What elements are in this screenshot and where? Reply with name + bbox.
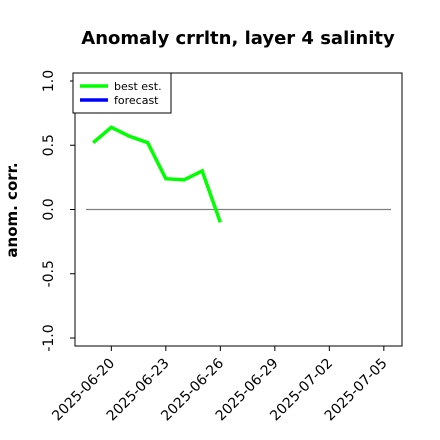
y-tick-label: 0.0	[41, 198, 57, 220]
plot-area: 1.00.50.0-0.5-1.02025-06-202025-06-23202…	[41, 70, 403, 424]
legend-label: forecast	[114, 94, 159, 107]
legend: best est.forecast	[72, 72, 172, 114]
y-tick-label: 0.5	[41, 134, 57, 156]
legend-label: best est.	[114, 80, 162, 93]
y-tick-label: -1.0	[41, 324, 57, 351]
chart-title: Anomaly crrltn, layer 4 salinity	[81, 28, 395, 49]
series-line-best-est-	[92, 125, 222, 223]
y-axis-label: anom. corr.	[3, 162, 21, 257]
legend-box	[72, 72, 172, 114]
y-tick-label: 1.0	[41, 70, 57, 92]
y-tick-label: -0.5	[41, 260, 57, 287]
